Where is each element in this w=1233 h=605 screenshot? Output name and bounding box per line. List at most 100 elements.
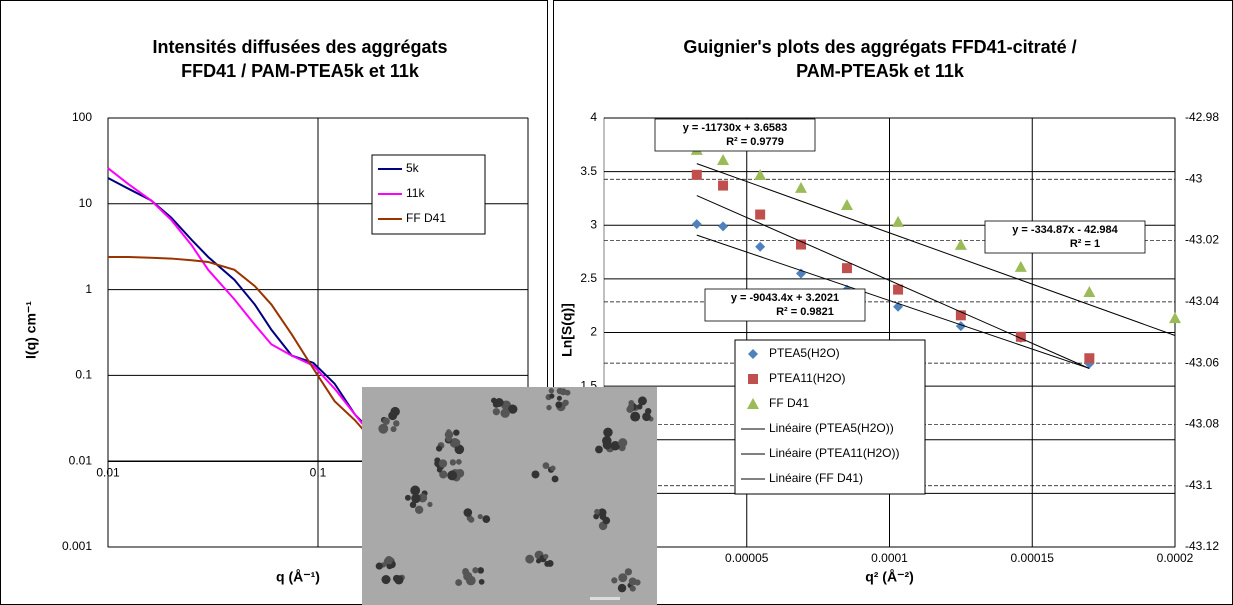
- particle: [598, 509, 606, 516]
- particle: [500, 408, 510, 418]
- particle: [435, 445, 443, 452]
- particle: [414, 505, 424, 514]
- marker: [1084, 353, 1095, 364]
- particle: [456, 459, 462, 465]
- particle: [378, 423, 389, 434]
- particle: [445, 435, 452, 442]
- y-axis-title: I(q) cm⁻¹: [23, 301, 39, 359]
- series-line: [108, 255, 373, 440]
- y-tick-label: 3: [590, 217, 597, 231]
- marker: [795, 239, 806, 250]
- particle: [453, 429, 460, 436]
- particle: [617, 583, 627, 593]
- particle: [602, 440, 612, 450]
- y2-tick-label: -43.1: [1185, 478, 1213, 492]
- marker: [892, 215, 905, 227]
- particle: [638, 396, 647, 406]
- x-axis-title: q (Å⁻¹): [276, 569, 320, 585]
- chart-title: FFD41 / PAM-PTEA5k et 11k: [181, 61, 420, 81]
- particle: [463, 571, 473, 581]
- particle: [555, 401, 563, 409]
- particle: [556, 395, 562, 401]
- legend-label: PTEA5(H2O): [769, 346, 840, 360]
- particle: [618, 573, 628, 583]
- particle: [642, 412, 651, 422]
- marker: [755, 209, 766, 220]
- scale-bar: [590, 597, 620, 600]
- y-tick-label: 0.01: [69, 453, 93, 467]
- trend-equation: y = -11730x + 3.6583: [683, 122, 788, 134]
- legend-label: Linéaire (FF D41): [769, 471, 863, 485]
- x-tick-label: 0.1: [310, 465, 327, 479]
- legend-label: FF D41: [406, 211, 446, 225]
- marker: [1014, 260, 1027, 272]
- marker: [718, 180, 729, 191]
- particle: [636, 404, 643, 410]
- particle: [390, 426, 397, 433]
- equation-box: [984, 220, 1146, 254]
- particle: [381, 575, 391, 585]
- particle: [388, 411, 398, 421]
- particle: [439, 470, 448, 479]
- marker: [691, 169, 702, 180]
- particle: [549, 393, 555, 399]
- particle: [548, 388, 555, 394]
- x-tick-label: 0.01: [96, 465, 120, 479]
- trendline: [696, 163, 1176, 336]
- marker: [748, 374, 758, 384]
- marker: [718, 221, 729, 232]
- marker: [748, 349, 758, 359]
- particle: [494, 398, 504, 407]
- legend-label: 5k: [406, 161, 420, 175]
- particle: [559, 388, 567, 396]
- particle: [546, 404, 552, 411]
- particle: [477, 567, 485, 574]
- particle: [551, 475, 559, 483]
- marker: [954, 238, 967, 250]
- particle: [544, 560, 551, 567]
- particle: [611, 577, 618, 584]
- particle: [384, 556, 393, 565]
- particle: [535, 558, 542, 564]
- particle: [411, 493, 421, 504]
- particle: [618, 438, 628, 448]
- y-tick-label: 2: [590, 325, 597, 339]
- trend-r2: R² = 1: [1070, 238, 1100, 250]
- tem-image: [362, 387, 657, 605]
- marker: [841, 263, 852, 274]
- particle: [454, 444, 465, 455]
- trendline: [696, 195, 1090, 369]
- trend-r2: R² = 0.9821: [776, 306, 834, 318]
- y-tick-label: 100: [72, 110, 92, 124]
- trendline: [696, 234, 1090, 369]
- particle: [394, 575, 404, 585]
- particle: [534, 553, 540, 559]
- marker: [794, 181, 807, 193]
- marker: [717, 153, 730, 165]
- marker: [691, 219, 702, 230]
- particle: [490, 397, 497, 404]
- trend-equation: y = -334.87x - 42.984: [1012, 224, 1118, 236]
- particle: [525, 554, 535, 564]
- y-axis-title: Ln[S(q)]: [559, 303, 575, 357]
- particle: [438, 459, 448, 468]
- particle: [452, 438, 461, 447]
- particle: [478, 579, 485, 585]
- particle: [634, 579, 641, 586]
- legend-label: Linéaire (PTEA5(H2O)): [769, 421, 894, 435]
- particle: [593, 513, 600, 520]
- marker: [747, 398, 759, 409]
- marker: [893, 284, 904, 295]
- particle: [375, 562, 383, 570]
- particle: [482, 515, 491, 524]
- y-tick-label: 4: [590, 110, 597, 124]
- particle: [542, 462, 550, 469]
- particle: [543, 553, 549, 559]
- x-tick-label: 0.00005: [725, 551, 769, 565]
- particle: [410, 485, 421, 496]
- particle: [603, 427, 613, 438]
- x-tick-label: 0.0002: [1157, 551, 1194, 565]
- y2-tick-label: -43.04: [1185, 294, 1219, 308]
- x-tick-label: 0.0001: [871, 551, 908, 565]
